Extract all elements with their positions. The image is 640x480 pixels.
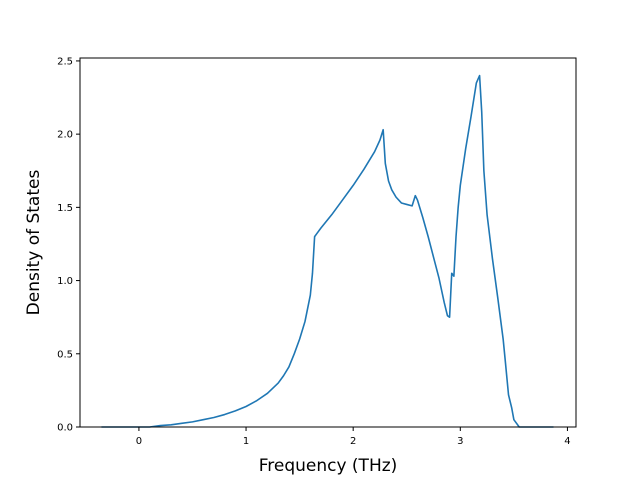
y-tick-label: 1.0 <box>57 276 73 287</box>
y-axis-label: Density of States <box>24 170 44 316</box>
y-tick-label: 0.0 <box>57 423 73 434</box>
x-tick-label: 4 <box>564 436 570 447</box>
y-tick-label: 2.5 <box>57 56 73 67</box>
y-tick-label: 1.5 <box>57 203 73 214</box>
x-tick-label: 3 <box>457 436 463 447</box>
y-axis: 0.0 0.5 1.0 1.5 2.0 2.5 <box>57 56 80 434</box>
y-tick-label: 0.5 <box>57 349 73 360</box>
x-tick-label: 1 <box>243 436 249 447</box>
series-layer <box>101 74 554 428</box>
x-tick-label: 0 <box>136 436 142 447</box>
x-axis-label: Frequency (THz) <box>259 456 398 476</box>
series-line-0 <box>101 74 554 428</box>
x-tick-label: 2 <box>350 436 356 447</box>
plot-area-background <box>80 58 576 427</box>
x-axis: 0 1 2 3 4 <box>136 427 571 447</box>
plot-frame <box>79 57 577 428</box>
y-tick-label: 2.0 <box>57 130 73 141</box>
